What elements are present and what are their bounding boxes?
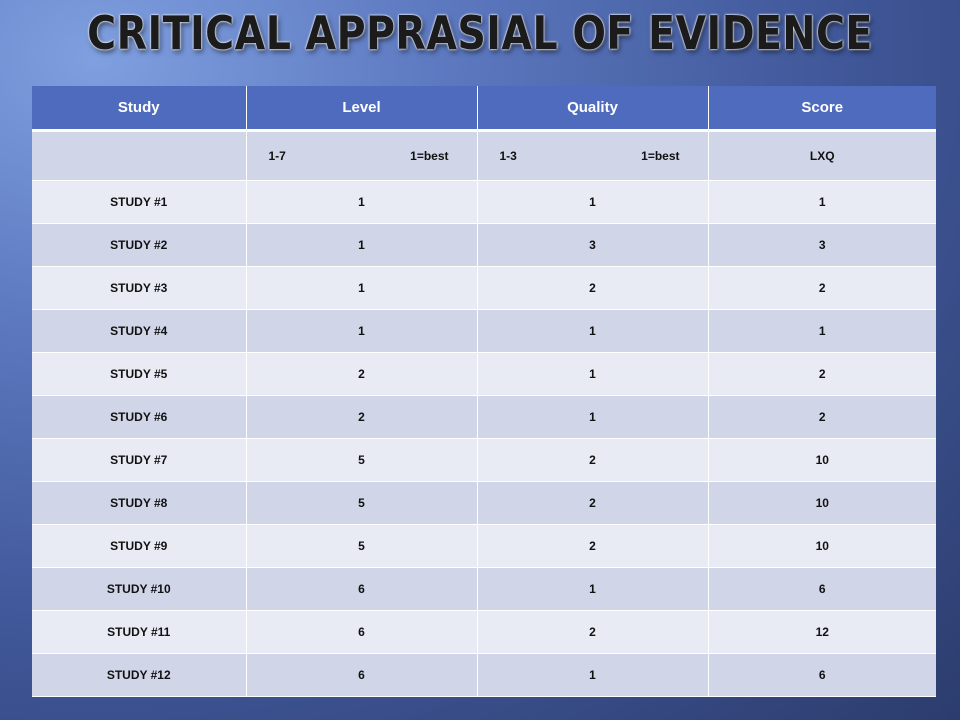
score-cell: 6 <box>708 653 936 697</box>
table-row: STUDY #7 5 2 10 <box>32 438 936 482</box>
quality-cell: 2 <box>477 438 709 482</box>
table-row: STUDY #10 6 1 6 <box>32 567 936 611</box>
score-cell: 1 <box>708 309 936 353</box>
study-cell: STUDY #2 <box>32 223 247 267</box>
subheader-quality: 1-3 1=best <box>477 130 709 181</box>
level-cell: 2 <box>246 352 478 396</box>
study-cell: STUDY #5 <box>32 352 247 396</box>
level-cell: 1 <box>246 309 478 353</box>
study-cell: STUDY #9 <box>32 524 247 568</box>
score-cell: 2 <box>708 395 936 439</box>
level-cell: 6 <box>246 567 478 611</box>
table-row: STUDY #4 1 1 1 <box>32 309 936 353</box>
study-cell: STUDY #8 <box>32 481 247 525</box>
quality-cell: 2 <box>477 524 709 568</box>
quality-cell: 1 <box>477 309 709 353</box>
level-cell: 6 <box>246 610 478 654</box>
score-cell: 10 <box>708 481 936 525</box>
study-cell: STUDY #4 <box>32 309 247 353</box>
level-cell: 5 <box>246 481 478 525</box>
quality-cell: 3 <box>477 223 709 267</box>
table-row: STUDY #11 6 2 12 <box>32 610 936 654</box>
quality-cell: 2 <box>477 266 709 310</box>
table-row: STUDY #9 5 2 10 <box>32 524 936 568</box>
quality-cell: 1 <box>477 180 709 224</box>
level-cell: 1 <box>246 223 478 267</box>
study-cell: STUDY #3 <box>32 266 247 310</box>
quality-range: 1-3 <box>499 149 517 163</box>
quality-cell: 2 <box>477 610 709 654</box>
quality-cell: 2 <box>477 481 709 525</box>
score-cell: 12 <box>708 610 936 654</box>
level-range: 1-7 <box>268 149 286 163</box>
level-cell: 1 <box>246 180 478 224</box>
subheader-level: 1-7 1=best <box>246 130 478 181</box>
header-study: Study <box>32 86 247 132</box>
table-row: STUDY #6 2 1 2 <box>32 395 936 439</box>
study-cell: STUDY #6 <box>32 395 247 439</box>
subheader-row: 1-7 1=best 1-3 1=best LXQ <box>32 130 936 181</box>
header-quality: Quality <box>477 86 709 132</box>
score-cell: 6 <box>708 567 936 611</box>
study-cell: STUDY #7 <box>32 438 247 482</box>
score-cell: 10 <box>708 524 936 568</box>
table-row: STUDY #12 6 1 6 <box>32 653 936 697</box>
table-row: STUDY #3 1 2 2 <box>32 266 936 310</box>
quality-cell: 1 <box>477 352 709 396</box>
score-cell: 2 <box>708 352 936 396</box>
subheader-score: LXQ <box>708 130 936 181</box>
level-cell: 1 <box>246 266 478 310</box>
table-row: STUDY #1 1 1 1 <box>32 180 936 224</box>
study-cell: STUDY #10 <box>32 567 247 611</box>
quality-cell: 1 <box>477 395 709 439</box>
table-row: STUDY #8 5 2 10 <box>32 481 936 525</box>
level-cell: 5 <box>246 524 478 568</box>
header-row: Study Level Quality Score <box>32 86 936 132</box>
quality-cell: 1 <box>477 653 709 697</box>
level-cell: 5 <box>246 438 478 482</box>
study-cell: STUDY #12 <box>32 653 247 697</box>
score-cell: 2 <box>708 266 936 310</box>
quality-note: 1=best <box>641 149 680 163</box>
table-row: STUDY #5 2 1 2 <box>32 352 936 396</box>
level-cell: 2 <box>246 395 478 439</box>
study-cell: STUDY #11 <box>32 610 247 654</box>
level-cell: 6 <box>246 653 478 697</box>
score-cell: 10 <box>708 438 936 482</box>
score-cell: 1 <box>708 180 936 224</box>
evidence-table: Study Level Quality Score 1-7 1=best 1-3… <box>32 86 936 697</box>
subheader-study <box>32 130 247 181</box>
level-note: 1=best <box>410 149 449 163</box>
score-cell: 3 <box>708 223 936 267</box>
header-level: Level <box>246 86 478 132</box>
table-row: STUDY #2 1 3 3 <box>32 223 936 267</box>
study-cell: STUDY #1 <box>32 180 247 224</box>
header-score: Score <box>708 86 936 132</box>
slide-title: CRITICAL APPRASIAL OF EVIDENCE <box>87 6 873 60</box>
quality-cell: 1 <box>477 567 709 611</box>
